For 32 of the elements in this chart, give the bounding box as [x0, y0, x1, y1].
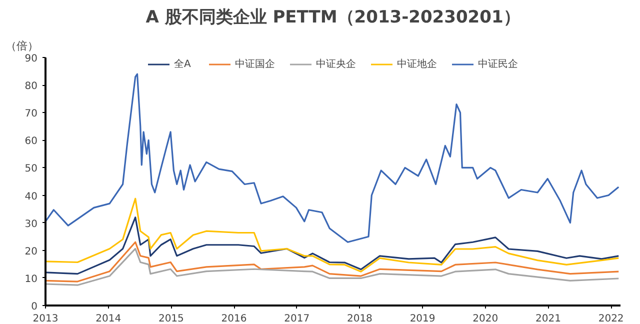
x-tick-label: 2016	[221, 314, 247, 324]
y-tick-label: 90	[24, 54, 38, 64]
legend-label: 中证民企	[478, 58, 518, 71]
line-series	[46, 241, 620, 282]
legend-label: 全A	[174, 58, 192, 71]
x-tick-label: 2014	[96, 314, 122, 324]
line-series	[46, 198, 620, 272]
x-tick-label: 2015	[158, 314, 184, 324]
y-tick-label: 50	[24, 164, 38, 175]
y-tick-label: 10	[24, 274, 38, 285]
x-tick-label: 2019	[410, 314, 436, 324]
line-series	[46, 216, 620, 275]
y-tick-label: 60	[24, 136, 38, 148]
x-tick-label: 2020	[472, 314, 498, 324]
chart-title: A 股不同类企业 PETTM（2013-20230201）	[146, 8, 520, 28]
x-tick-label: 2021	[536, 314, 561, 324]
y-tick-label: 20	[24, 246, 38, 258]
y-axis-title: （倍）	[6, 40, 38, 52]
x-tick-label: 2018	[346, 314, 372, 324]
line-series	[46, 73, 620, 243]
y-tick-label: 0	[31, 302, 38, 312]
x-tick-label: 2013	[32, 314, 58, 324]
legend-label: 中证国企	[235, 58, 275, 71]
legend-label: 中证地企	[397, 58, 437, 71]
y-tick-label: 30	[24, 218, 38, 230]
y-tick-label: 70	[24, 108, 38, 120]
legend-label: 中证央企	[316, 58, 356, 71]
y-tick-label: 40	[24, 191, 38, 202]
line-series	[46, 248, 620, 286]
x-tick-label: 2017	[284, 314, 310, 324]
y-tick-label: 80	[24, 81, 38, 92]
x-tick-label: 2022	[598, 314, 624, 324]
